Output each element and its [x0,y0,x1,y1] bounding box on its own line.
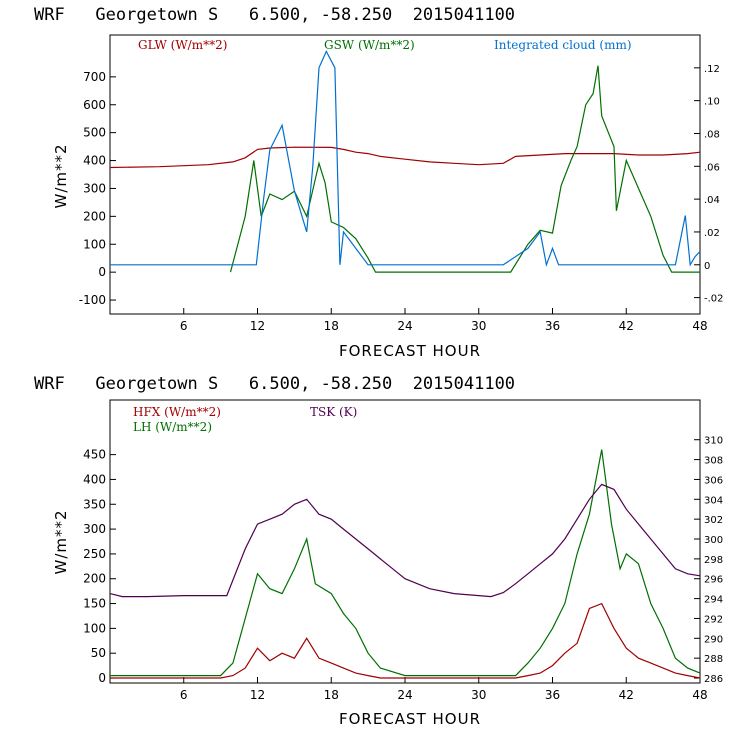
y-tick-label: 700 [83,70,106,84]
x-tick-label: 36 [545,688,560,702]
panel2-gridlines [110,439,701,683]
x-tick-label: 36 [545,319,560,333]
y2-tick-label: 304 [704,495,723,506]
panel1-y2-tick-labels: -.02 0 .02 .04 .06 .08 .10 .12 [704,64,724,305]
y2-tick-label: .10 [704,97,720,108]
panel2-y-tick-labels: 0 50 100 150 200 250 300 350 400 450 [83,448,106,685]
y-tick-label: 500 [83,126,106,140]
x-tick-label: 18 [324,688,339,702]
y-tick-label: -100 [79,293,106,307]
y2-tick-label: 298 [704,555,723,566]
panel2-y2-tick-labels: 286 288 290 292 294 296 298 300 302 304 306 308 310 [704,436,723,685]
y2-tick-label: 294 [704,595,723,606]
y-tick-label: 300 [83,522,106,536]
legend-hfx: HFX (W/m**2) [133,405,221,419]
panel-radiation: WRF Georgetown S 6.500, -58.250 20150411… [34,5,724,360]
y2-tick-label: 300 [704,535,723,546]
series-line-gsw [229,65,700,273]
y2-tick-label: .08 [704,129,720,140]
y2-tick-label: 296 [704,575,723,586]
y2-tick-label: 288 [704,654,723,665]
legend-cloud: Integrated cloud (mm) [494,38,632,52]
y-tick-label: 400 [83,154,106,168]
series-line-glw [109,146,701,169]
y-tick-label: 0 [98,671,106,685]
panel1-x-axis-label: FORECAST HOUR [339,342,481,360]
y-tick-label: 200 [83,572,106,586]
y2-tick-label: .12 [704,64,720,75]
series-line-tsk [109,483,701,598]
y2-tick-label: 310 [704,436,723,447]
x-tick-label: 30 [471,319,486,333]
x-tick-label: 12 [250,688,265,702]
y2-tick-label: 0 [704,261,710,272]
panel2-series-lines [109,449,701,679]
y2-tick-label: 306 [704,475,723,486]
legend-lh: LH (W/m**2) [133,420,212,434]
y-tick-label: 450 [83,448,106,462]
panel1-series-lines [109,50,701,273]
series-line-hfx [110,602,701,679]
y-tick-label: 150 [83,597,106,611]
y-tick-label: 100 [83,621,106,635]
y2-tick-label: 308 [704,456,723,467]
y2-tick-label: .06 [704,162,720,173]
x-tick-label: 42 [619,319,634,333]
x-tick-label: 12 [250,319,265,333]
panel1-title: WRF Georgetown S 6.500, -58.250 20150411… [34,5,515,25]
panel1-gridlines [110,67,701,314]
y2-tick-label: 302 [704,515,723,526]
panel2-x-axis-label: FORECAST HOUR [339,710,481,728]
legend-gsw: GSW (W/m**2) [324,38,415,52]
panel1-y-tick-labels: -100 0 100 200 300 400 500 600 700 [79,70,106,307]
y-tick-label: 0 [98,265,106,279]
legend-tsk: TSK (K) [310,405,357,419]
panel-fluxes: WRF Georgetown S 6.500, -58.250 20150411… [34,374,723,728]
legend-glw: GLW (W/m**2) [138,38,227,52]
y-tick-label: 350 [83,497,106,511]
x-tick-label: 24 [397,319,412,333]
x-tick-label: 42 [619,688,634,702]
x-tick-label: 30 [471,688,486,702]
y2-tick-label: 292 [704,614,723,625]
panel2-frame [109,399,701,684]
panel2-y-axis-label: W/m**2 [52,509,70,574]
series-line-integrated [110,50,701,268]
y2-tick-label: .02 [704,228,720,239]
y-tick-label: 250 [83,547,106,561]
x-tick-label: 24 [397,688,412,702]
y-tick-label: 200 [83,209,106,223]
panel1-x-tick-labels: 6 12 18 24 30 36 42 48 [180,319,708,333]
y2-tick-label: 290 [704,634,723,645]
panel1-y-axis-label: W/m**2 [52,143,70,208]
x-tick-label: 48 [692,688,707,702]
panel2-x-tick-labels: 6 12 18 24 30 36 42 48 [180,688,708,702]
y-tick-label: 400 [83,472,106,486]
y2-tick-label: .04 [704,195,720,206]
x-tick-label: 6 [180,688,188,702]
y-tick-label: 600 [83,98,106,112]
x-tick-label: 18 [324,319,339,333]
x-tick-label: 48 [692,319,707,333]
y2-tick-label: -.02 [704,294,724,305]
x-tick-label: 6 [180,319,188,333]
y-tick-label: 300 [83,181,106,195]
y2-tick-label: 286 [704,674,723,685]
panel2-title: WRF Georgetown S 6.500, -58.250 20150411… [34,374,515,394]
y-tick-label: 50 [91,646,106,660]
y-tick-label: 100 [83,237,106,251]
series-line-lh [110,449,701,677]
